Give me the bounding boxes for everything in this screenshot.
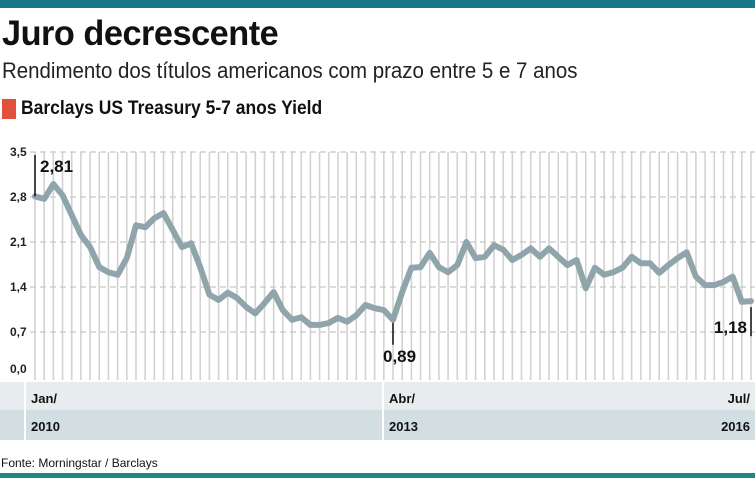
legend: Barclays US Treasury 5-7 anos Yield [2, 98, 348, 120]
x-tick-year-label: 2016 [721, 419, 750, 434]
x-tick-month-label: Jan/ [31, 391, 57, 406]
legend-label: Barclays US Treasury 5-7 anos Yield [21, 98, 323, 119]
line-chart: 0,0 0,7 1,4 2,1 2,8 3,5 2,81 0,89 1,18 Jan/2010 Ab… [0, 145, 755, 440]
y-tick-label: 2,1 [10, 235, 27, 249]
x-axis-month-band [0, 382, 755, 410]
y-tick-label: 3,5 [10, 145, 27, 159]
y-tick-label: 0,0 [10, 362, 27, 376]
x-tick-month-label: Jul/ [728, 391, 751, 406]
x-tick-year-label: 2010 [31, 419, 60, 434]
annotation-label: 1,18 [714, 318, 747, 337]
chart-subtitle: Rendimento dos títulos americanos com pr… [2, 58, 578, 83]
x-axis-year-band [0, 410, 755, 440]
x-tick-year-label: 2013 [389, 419, 418, 434]
annotation-label: 0,89 [383, 347, 416, 366]
bottom-accent-bar [0, 473, 755, 478]
y-tick-label: 0,7 [10, 325, 27, 339]
x-tick-month-label: Abr/ [389, 391, 415, 406]
source-note: Fonte: Morningstar / Barclays [1, 456, 158, 470]
annotation-label: 2,81 [40, 157, 73, 176]
chart-title: Juro decrescente [2, 14, 279, 53]
y-tick-label: 1,4 [10, 280, 27, 294]
top-accent-bar [0, 0, 755, 8]
legend-swatch [2, 99, 16, 119]
y-tick-label: 2,8 [10, 190, 27, 204]
